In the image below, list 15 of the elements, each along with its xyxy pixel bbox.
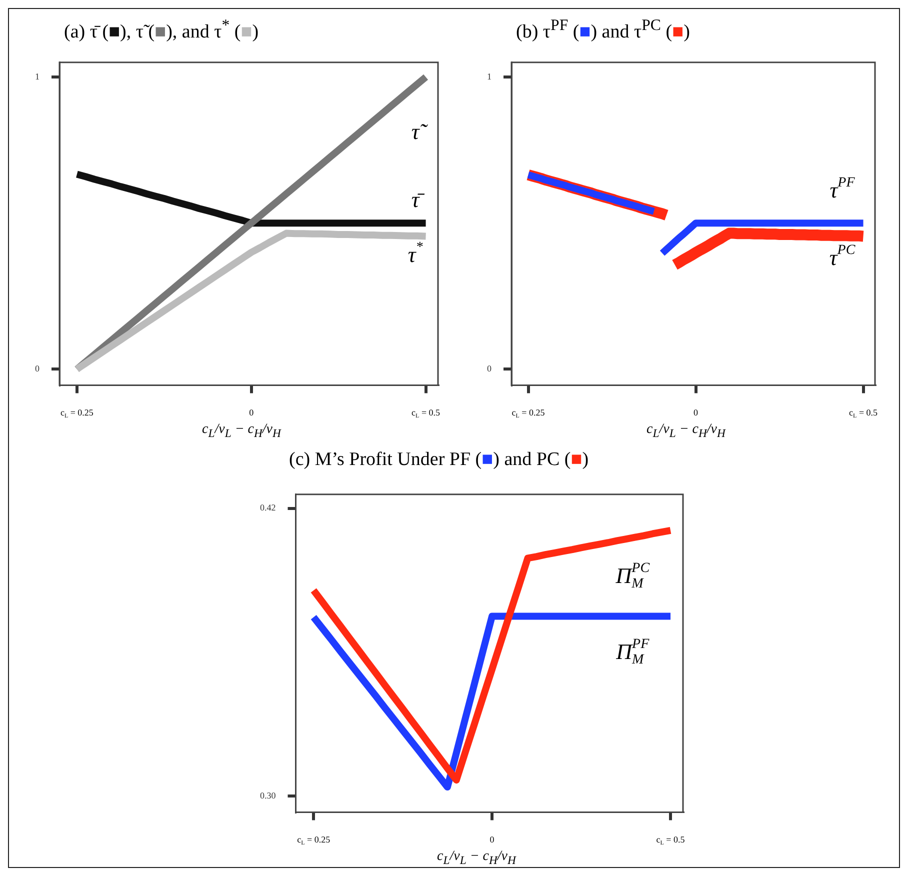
y-tick-label: 0.42 (260, 502, 276, 513)
annotation: τ̄ (411, 186, 426, 212)
chart-title: (a) τ̄ (■), τ̃ (■), and τ$^{*}$ (■) (64, 17, 259, 42)
annotation: τ̃ (411, 119, 428, 144)
y-tick-label: 1 (35, 71, 40, 82)
y-tick-label: 1 (487, 71, 492, 82)
x-axis-title: c$_{L}$/v$_{L}$ − c$_{H}$/v$_{H}$ (646, 422, 727, 440)
x-axis-title: c$_{L}$/v$_{L}$ − c$_{H}$/v$_{H}$ (436, 849, 518, 867)
x-tick-label: 0 (249, 408, 254, 418)
x-tick-label: 0 (694, 408, 699, 418)
x-axis-title: c$_{L}$/v$_{L}$ − c$_{H}$/v$_{H}$ (201, 422, 282, 440)
y-tick-label: 0.30 (260, 790, 276, 800)
chart-title: (b) τ$^{PF}$ (■) and τ$^{PC}$ (■) (516, 17, 690, 42)
chart-title: (c) M’s Profit Under PF (■) and PC (■) (288, 449, 590, 472)
annotation: τ* (408, 240, 423, 267)
